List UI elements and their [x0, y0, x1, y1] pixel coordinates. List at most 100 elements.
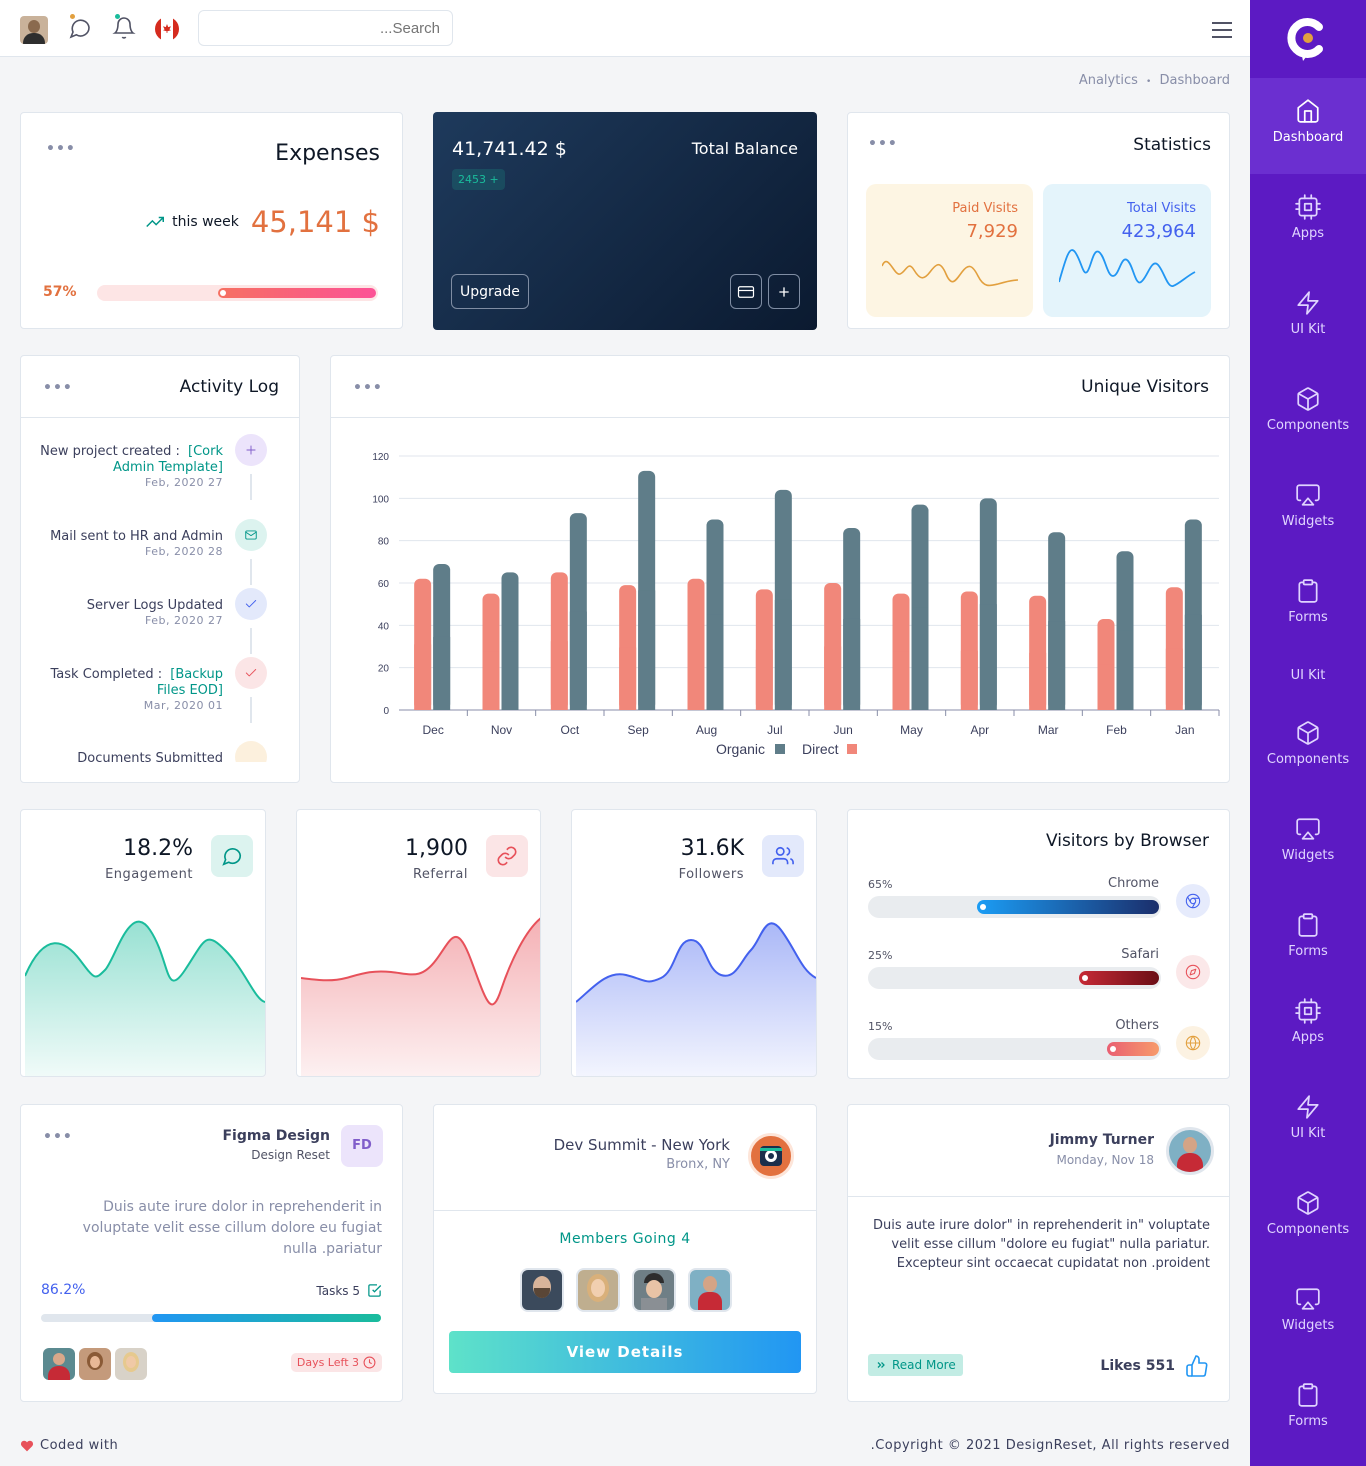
more-options-icon[interactable]: ••• [43, 380, 73, 396]
activity-list: New project created : [Cork Admin Templa… [21, 418, 299, 762]
more-options-icon[interactable]: ••• [868, 136, 898, 152]
footer-left: Coded with [20, 1438, 118, 1453]
team-avatar[interactable] [115, 1348, 147, 1380]
engagement-card: 18.2% Engagement [20, 809, 266, 1077]
sidebar-item-forms[interactable]: Forms [1250, 1362, 1366, 1458]
sidebar-item-components[interactable]: Components [1250, 700, 1366, 796]
member-avatar[interactable] [632, 1268, 676, 1312]
notification-bell-icon[interactable] [112, 14, 136, 40]
activity-item: Mail sent to HR and Admin Feb, 2020 28 [21, 519, 299, 599]
expenses-progress-fill [218, 288, 376, 298]
team-avatars [43, 1348, 147, 1380]
credit-card-icon [737, 286, 755, 298]
card-button[interactable] [730, 274, 762, 309]
sidebar-item-ui-kit[interactable]: UI Kit [1250, 1074, 1366, 1170]
activity-description: Task Completed : [50, 667, 163, 682]
airplay-icon [1250, 1286, 1366, 1312]
sidebar-item-label: Widgets [1281, 848, 1335, 863]
upgrade-button[interactable]: Upgrade [451, 274, 529, 309]
activity-text: Task Completed : [Backup Files EOD] [33, 667, 223, 699]
message-circle-icon [211, 835, 253, 877]
bar-direct-base [1029, 652, 1047, 710]
view-details-button[interactable]: View Details [449, 1331, 801, 1373]
zap-icon [1250, 1094, 1366, 1120]
sidebar-item-apps[interactable]: Apps [1250, 978, 1366, 1074]
total-visits-box: Total Visits 423,964 [1043, 184, 1211, 317]
sidebar-item-widgets[interactable]: Widgets [1250, 462, 1366, 558]
users-icon [762, 835, 804, 877]
thumbs-up-icon[interactable] [1185, 1354, 1209, 1378]
sidebar-item-components[interactable]: Components [1250, 1170, 1366, 1266]
sidebar-item-dashboard[interactable]: Dashboard [1250, 78, 1366, 174]
engagement-area-chart [25, 920, 265, 1076]
x-tick-label: Nov [491, 723, 512, 737]
box-icon [1250, 720, 1366, 746]
member-avatar[interactable] [520, 1268, 564, 1312]
days-left-label: Days Left 3 [296, 1356, 359, 1369]
legend-label: Organic [716, 741, 765, 757]
team-avatar[interactable] [79, 1348, 111, 1380]
activity-text: Server Logs Updated [33, 598, 223, 614]
check-square-icon [368, 1284, 382, 1297]
author-avatar[interactable] [1166, 1127, 1214, 1175]
tasks-count: Tasks 5 [316, 1283, 382, 1298]
activity-log-card: ••• Activity Log New project created : [… [20, 355, 300, 783]
clipboard-icon [1250, 578, 1366, 604]
sidebar-item-widgets[interactable]: Widgets [1250, 1266, 1366, 1362]
more-options-icon[interactable]: ••• [43, 1129, 73, 1145]
sidebar-item-apps[interactable]: Apps [1250, 174, 1366, 270]
chevrons-right-icon [877, 1362, 885, 1368]
unique-visitors-chart: 0 20 40 60 80 100 120 Dec Nov Oct Sep Aug Jul Jun May A… [372, 452, 1220, 757]
activity-description: New project created : [40, 444, 180, 459]
browser-name: Others [1115, 1018, 1159, 1033]
activity-text: Mail sent to HR and Admin [33, 529, 223, 545]
project-progress-track [41, 1314, 381, 1322]
more-options-icon[interactable]: ••• [46, 141, 76, 157]
x-tick-label: Jun [833, 723, 852, 737]
timeline-line [250, 628, 252, 654]
bar-direct-base [619, 647, 637, 710]
activity-link[interactable]: [Cork Admin Template] [113, 444, 223, 475]
statistics-title: Statistics [1133, 135, 1211, 155]
hamburger-menu-icon[interactable] [1212, 22, 1232, 38]
event-title: Dev Summit - New York [553, 1136, 730, 1154]
bar-direct-base [755, 649, 773, 710]
chat-icon[interactable] [68, 14, 92, 40]
bar-direct-base [960, 650, 978, 710]
more-options-icon[interactable]: ••• [353, 380, 383, 396]
bar-organic-base [1048, 621, 1066, 710]
browser-percent: 65% [868, 878, 893, 891]
member-avatar[interactable] [576, 1268, 620, 1312]
breadcrumb-parent[interactable]: Analytics [1078, 73, 1138, 88]
sidebar-item-ui-kit[interactable]: UI Kit [1250, 654, 1366, 700]
sidebar-item-forms[interactable]: Forms [1250, 892, 1366, 988]
search-input[interactable] [198, 10, 453, 46]
sidebar-item-label: Forms [1288, 610, 1328, 625]
canada-flag-icon[interactable] [155, 17, 179, 41]
sidebar-item-forms[interactable]: Forms [1250, 558, 1366, 654]
read-more-button[interactable]: Read More [868, 1354, 963, 1376]
member-avatar[interactable] [688, 1268, 732, 1312]
breadcrumb-separator: • [1146, 77, 1152, 87]
team-avatar[interactable] [43, 1348, 75, 1380]
user-avatar[interactable] [20, 16, 48, 44]
add-button[interactable] [768, 274, 800, 309]
bar-direct-base [550, 641, 568, 710]
expenses-progress-track [97, 285, 378, 301]
browser-progress-fill [1107, 1042, 1159, 1056]
read-more-label: Read More [892, 1358, 956, 1372]
sidebar-item-ui-kit[interactable]: UI Kit [1250, 270, 1366, 366]
y-tick-label: 40 [378, 621, 390, 632]
bar-direct-base [1097, 664, 1115, 710]
sidebar-item-widgets[interactable]: Widgets [1250, 796, 1366, 892]
post-body: Duis aute irure dolor" in reprehenderit … [873, 1218, 1210, 1271]
browser-percent: 15% [868, 1020, 893, 1033]
x-tick-label: Feb [1106, 723, 1127, 737]
total-visits-value: 423,964 [1121, 221, 1196, 242]
project-description: Duis aute irure dolor in reprehenderit i… [82, 1199, 382, 1257]
brand-logo[interactable] [1287, 15, 1329, 63]
activity-text: Documents Submitted [33, 751, 223, 762]
activity-link[interactable]: [Backup Files EOD] [156, 667, 223, 698]
sidebar-item-components[interactable]: Components [1250, 366, 1366, 462]
bar-direct-base [687, 644, 705, 710]
